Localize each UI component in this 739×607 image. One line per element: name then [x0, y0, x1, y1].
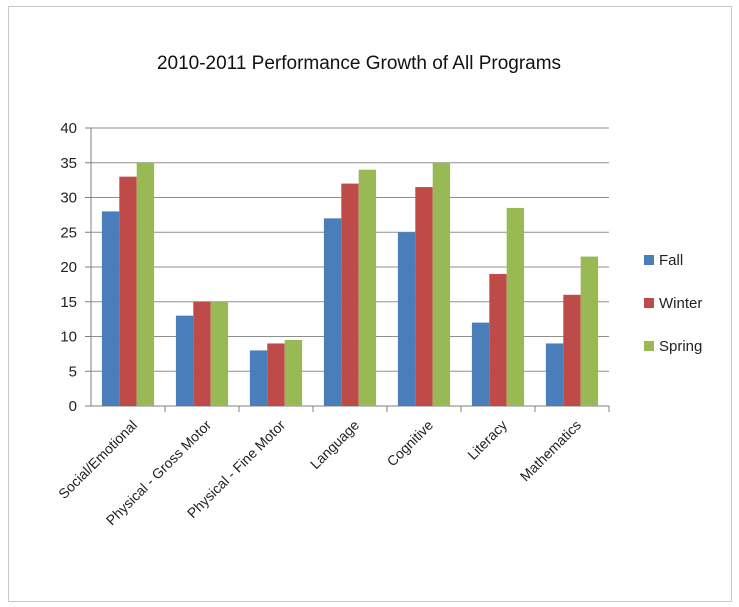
bar-spring-2 [284, 339, 303, 406]
legend-swatch-fall [644, 255, 654, 265]
x-category-label-0: Social/Emotional [55, 417, 140, 502]
y-tick-label-30: 30 [60, 190, 77, 207]
bar-winter-0 [119, 176, 137, 406]
bar-fall-3 [323, 218, 342, 406]
bar-fall-0 [101, 211, 120, 406]
legend-label-spring: Spring [659, 338, 702, 355]
bar-fall-6 [545, 343, 564, 406]
x-category-label-4: Cognitive [384, 417, 437, 470]
bar-winter-6 [563, 294, 581, 406]
bar-spring-4 [432, 162, 451, 406]
bar-spring-3 [358, 169, 377, 406]
x-category-label-6: Mathematics [517, 417, 584, 484]
chart-title: 2010-2011 Performance Growth of All Prog… [157, 53, 561, 74]
bar-fall-2 [249, 350, 268, 406]
legend-swatch-winter [644, 298, 654, 308]
bar-fall-5 [471, 322, 490, 406]
bar-winter-4 [415, 187, 433, 406]
y-tick-label-25: 25 [60, 224, 77, 241]
x-category-label-5: Literacy [464, 417, 510, 463]
bar-chart: 2010-2011 Performance Growth of All Prog… [55, 53, 702, 529]
bar-winter-3 [341, 183, 359, 406]
y-tick-label-20: 20 [60, 259, 77, 276]
y-axis-ticks: 0 5 10 15 20 25 30 35 40 [60, 120, 77, 415]
bar-spring-6 [580, 256, 599, 406]
legend: Fall Winter Spring [644, 252, 702, 355]
y-tick-label-5: 5 [69, 363, 77, 380]
bar-fall-4 [397, 232, 416, 406]
legend-label-fall: Fall [659, 252, 683, 269]
y-tick-label-40: 40 [60, 120, 77, 137]
y-tick-label-35: 35 [60, 155, 77, 172]
legend-swatch-spring [644, 341, 654, 351]
bar-winter-5 [489, 273, 507, 406]
y-tick-label-15: 15 [60, 294, 77, 311]
y-tick-label-0: 0 [69, 398, 77, 415]
bar-winter-1 [193, 301, 211, 406]
bars [101, 162, 599, 406]
y-tick-label-10: 10 [60, 329, 77, 346]
bar-spring-5 [506, 207, 525, 406]
bar-winter-2 [267, 343, 285, 406]
chart-frame: 2010-2011 Performance Growth of All Prog… [8, 6, 732, 602]
legend-label-winter: Winter [659, 295, 702, 312]
x-category-label-3: Language [307, 417, 363, 473]
bar-spring-0 [136, 162, 155, 406]
bar-fall-1 [175, 315, 194, 406]
bar-spring-1 [210, 301, 229, 406]
